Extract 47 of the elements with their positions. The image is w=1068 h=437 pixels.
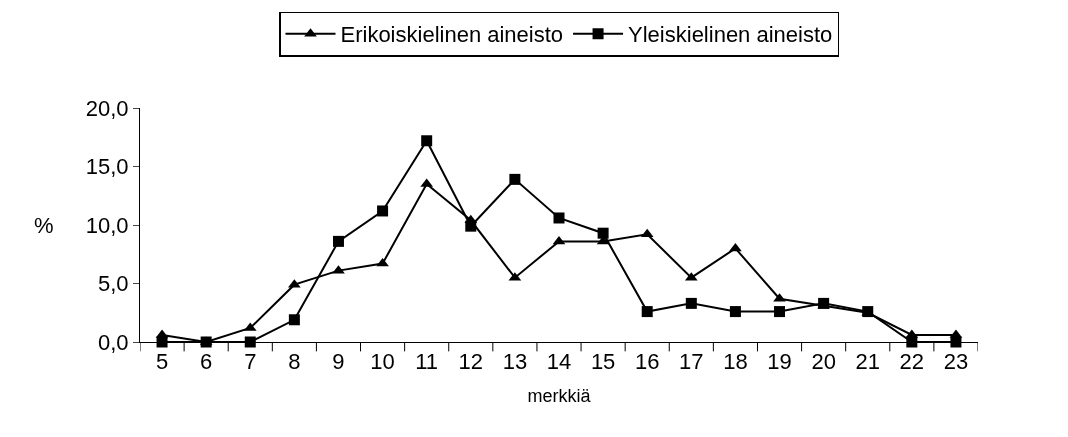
point bbox=[641, 306, 653, 318]
x-tick-label: 18 bbox=[723, 349, 748, 375]
point bbox=[332, 235, 344, 247]
y-tick-label: 0,0 bbox=[98, 329, 129, 355]
y-tick-label: 20,0 bbox=[85, 95, 129, 121]
x-tick-label: 15 bbox=[590, 349, 616, 375]
x-axis-title: merkkiä bbox=[527, 385, 592, 406]
y-axis-title: % bbox=[34, 213, 54, 238]
x-tick-label: 6 bbox=[200, 349, 213, 375]
x-tick-label: 12 bbox=[458, 349, 484, 375]
x-tick-label: 11 bbox=[415, 349, 439, 375]
point bbox=[509, 173, 521, 185]
point bbox=[685, 297, 697, 309]
legend-label: Erikoiskielinen aineisto bbox=[340, 22, 564, 48]
x-tick-label: 10 bbox=[370, 349, 395, 375]
point bbox=[729, 242, 742, 252]
y-tick-label: 15,0 bbox=[85, 154, 129, 180]
x-tick-label: 20 bbox=[811, 349, 836, 375]
point bbox=[597, 227, 609, 239]
x-tick-label: 16 bbox=[634, 349, 660, 375]
point bbox=[640, 228, 654, 238]
point bbox=[729, 306, 741, 318]
x-tick-label: 13 bbox=[502, 349, 528, 375]
legend-label: Yleiskielinen aineisto bbox=[628, 22, 833, 48]
x-tick-label: 9 bbox=[332, 349, 345, 375]
point bbox=[774, 306, 786, 318]
point bbox=[465, 220, 477, 232]
point bbox=[950, 336, 962, 348]
x-tick-label: 5 bbox=[155, 349, 169, 375]
x-tick-label: 8 bbox=[288, 349, 301, 375]
point bbox=[288, 314, 300, 326]
x-tick-label: 7 bbox=[244, 349, 257, 375]
point bbox=[906, 336, 918, 348]
point bbox=[156, 336, 168, 348]
point bbox=[421, 135, 433, 147]
y-tick-label: 10,0 bbox=[85, 212, 129, 238]
x-tick-label: 21 bbox=[855, 349, 880, 375]
x-tick-label: 17 bbox=[679, 349, 704, 375]
x-tick-label: 22 bbox=[899, 349, 925, 375]
y-tick-label: 5,0 bbox=[98, 271, 129, 297]
point bbox=[377, 205, 389, 217]
point bbox=[552, 235, 566, 245]
x-tick-label: 23 bbox=[943, 349, 969, 375]
x-tick-label: 19 bbox=[767, 349, 792, 375]
x-tick-label: 14 bbox=[546, 349, 572, 375]
point bbox=[244, 336, 256, 348]
point bbox=[553, 212, 565, 224]
